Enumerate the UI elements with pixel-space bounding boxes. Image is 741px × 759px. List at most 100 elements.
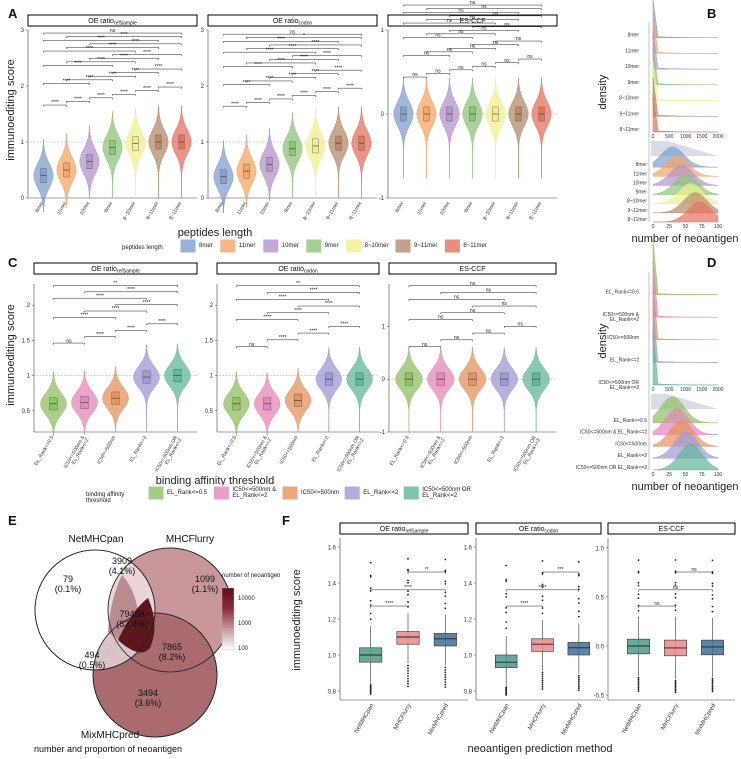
panel-f-facet-2-sig-label: ns [691, 567, 697, 573]
panel-c-facet-0-sig-bracket [53, 342, 85, 345]
panel-f-facet-0-outlier [407, 680, 409, 683]
panel-a-facet-1-sig-label: **** [277, 94, 285, 100]
panel-e-region-count: 79 [63, 574, 73, 584]
panel-a-facet-1-sig-bracket [223, 105, 247, 108]
panel-f-facet-1-outlier [541, 586, 544, 589]
panel-d-row-label-top: IC50<=500nm & EL_Rank<=2 [603, 312, 640, 323]
panel-f-facet-0-outlier [444, 666, 447, 669]
panel-c-facet-0-sig-bracket [84, 291, 178, 294]
panel-f-facet-0-outlier [444, 607, 447, 610]
panel-f-facet-1-outlier [577, 585, 580, 588]
panel-c-facet-1-x-tick-label: IC50<=500nm OREL_Rank<=2 [336, 435, 366, 476]
panel-b-row-label-bottom: 8~11mer [627, 217, 647, 223]
panel-f-facet-2-box [627, 638, 650, 655]
panel-a-facet-0-y-tick-label: 1 [21, 140, 25, 146]
panel-b-ridge-top [652, 30, 719, 70]
panel-a-facet-2-sig-bracket [495, 62, 519, 65]
panel-f-facet-2-outlier [674, 682, 677, 685]
panel-f-facet-0-outlier [407, 568, 409, 571]
panel-b-row-label-bottom: 8mer [636, 162, 648, 168]
panel-a-facet-1-sig-label: **** [312, 40, 320, 46]
panel-a-facet-0-sig-label: **** [74, 61, 82, 67]
panel-f-facet-1-outlier [577, 602, 580, 604]
panel-b-x-tick-bottom: 100 [714, 224, 723, 230]
panel-f-facet-1-outlier [505, 592, 508, 595]
panel-d-row-label-top: IC50<=500nm [607, 335, 639, 341]
panel-c-y-label: immunoediting score [5, 304, 17, 406]
panel-f-facet-1-strip [475, 522, 602, 535]
panel-a-facet-2-y-tick-label: -1 [379, 196, 385, 202]
panel-a-facet-1-sig-bracket [246, 37, 362, 40]
panel-b-row-label-top: 8~10mer [619, 96, 639, 102]
panel-f-facet-2-outlier [711, 679, 714, 682]
panel-c-facet-1-y-tick-label: 0.5 [205, 409, 214, 415]
panel-a-facet-2-sig-bracket [426, 19, 519, 21]
panel-c-legend-label: IC50<=500nm [301, 490, 339, 496]
panel-f-facet-0-x-tick-label: MixMHCpred [427, 703, 450, 736]
panel-a-facet-0-sig-label: **** [120, 32, 128, 38]
panel-f-facet-1-outlier [577, 682, 580, 684]
panel-f-facet-2-outlier [637, 690, 640, 692]
panel-a-facet-2-sig-label: ns [470, 43, 476, 49]
panel-f-facet-1-y-tick-label: 1.2 [464, 618, 473, 624]
panel-f-facet-0-outlier [407, 601, 409, 603]
panel-b-row-label-top: 8mer [628, 33, 640, 39]
panel-c-facet-0-x-tick-label: IC50<=500nm [96, 435, 117, 465]
panel-c-facet-0-x-tick-label: EL_Rank<=2 [128, 435, 148, 463]
panel-a-facet-1-sig-label: **** [300, 55, 308, 61]
panel-a-facet-0-sig-label: **** [97, 93, 105, 99]
panel-a-facet-2-sig-label: ns [447, 47, 453, 53]
panel-a-facet-0-x-tick-label: 9~11mer [145, 201, 160, 221]
panel-a-facet-2-x-tick-label: 8~10mer [482, 201, 497, 222]
panel-c-facet-2-sig-bracket [440, 339, 473, 342]
panel-f-facet-0-y-tick-label: 0.8 [328, 690, 337, 696]
panel-c-legend-label: EL_Rank<=0.5 [167, 490, 208, 496]
panel-f-facet-2-outlier [674, 681, 677, 684]
panel-a-facet-2-x-tick-label: 9mer [463, 201, 474, 214]
panel-a-facet-0-sig-label: **** [155, 64, 163, 70]
panel-f-facet-2-outlier [711, 682, 714, 685]
panel-b-row-label-bottom: 8~10mer [627, 199, 647, 205]
panel-a-facet-0-x-tick-label: 8~11mer [168, 201, 183, 221]
panel-a-facet-1-sig-label: **** [300, 91, 308, 97]
panel-f-facet-1-box [531, 638, 554, 652]
panel-c-facet-0-sig-bracket [84, 310, 147, 313]
panel-a-facet-2-sig-bracket [518, 58, 542, 61]
panel-a-facet-1-x-tick-label: 10mer [259, 201, 271, 217]
panel-f-facet-0-outlier [369, 618, 372, 621]
panel-c-facet-2-sig-bracket [440, 312, 505, 315]
panel-f-facet-1-outlier [577, 678, 580, 681]
panel-a-facet-0-sig-label: **** [63, 79, 71, 85]
panel-f-facet-0-outlier [407, 677, 409, 680]
panel-a-facet-1-y-tick-label: 0 [201, 196, 205, 202]
panel-f-facet-2-x-tick-label: NetMHCpan [622, 703, 644, 735]
panel-a-facet-2-sig-bracket [403, 76, 427, 79]
panel-c-facet-2-x-tick-label: IC50<=500nm [453, 435, 474, 465]
panel-f-facet-0-outlier [444, 676, 447, 679]
panel-b-ridge-top [652, 77, 719, 117]
panel-c-legend-swatch [212, 485, 230, 501]
panel-a-facet-0-sig-label: **** [143, 50, 151, 56]
panel-c-legend-swatch [147, 485, 165, 501]
panel-f-facet-1-outlier [505, 627, 508, 630]
panel-c-facet-2-x-tick-label: IC50<=500nm &EL_Rank<=2 [419, 434, 447, 472]
panel-f-facet-2-sig-label: ns [673, 585, 679, 591]
panel-f-facet-1-outlier [541, 677, 544, 680]
panel-a-facet-1-sig-label: **** [323, 51, 331, 57]
panel-a-facet-2-sig-bracket [426, 33, 496, 36]
panel-f-facet-1-outlier [577, 689, 580, 692]
panel-c-facet-2-x-tick-label: EL_Rank<=0.5 [389, 435, 411, 467]
panel-a-facet-1-sig-bracket [292, 55, 362, 58]
panel-d-row-label-bottom: IC50<=500nm OR EL_Rank<=2 [576, 465, 647, 471]
panel-a-facet-2-sig-bracket [403, 11, 519, 14]
panel-b-ridge-top [652, 93, 718, 133]
panel-c-facet-1-sig-label: **** [310, 288, 318, 294]
panel-a-facet-1-sig-bracket [223, 33, 362, 36]
panel-c-facet-2-y-tick-label: -1 [380, 430, 386, 436]
panel-b-x-tick-bottom: 50 [683, 224, 689, 230]
panel-f-facet-1-sig-label: **** [539, 585, 547, 591]
panel-a-legend-swatch [394, 238, 412, 254]
panel-letter-d: D [707, 255, 716, 270]
panel-c-facet-2-sig-label: ns [454, 294, 460, 300]
panel-e-region-pct: (0.1%) [55, 584, 82, 594]
